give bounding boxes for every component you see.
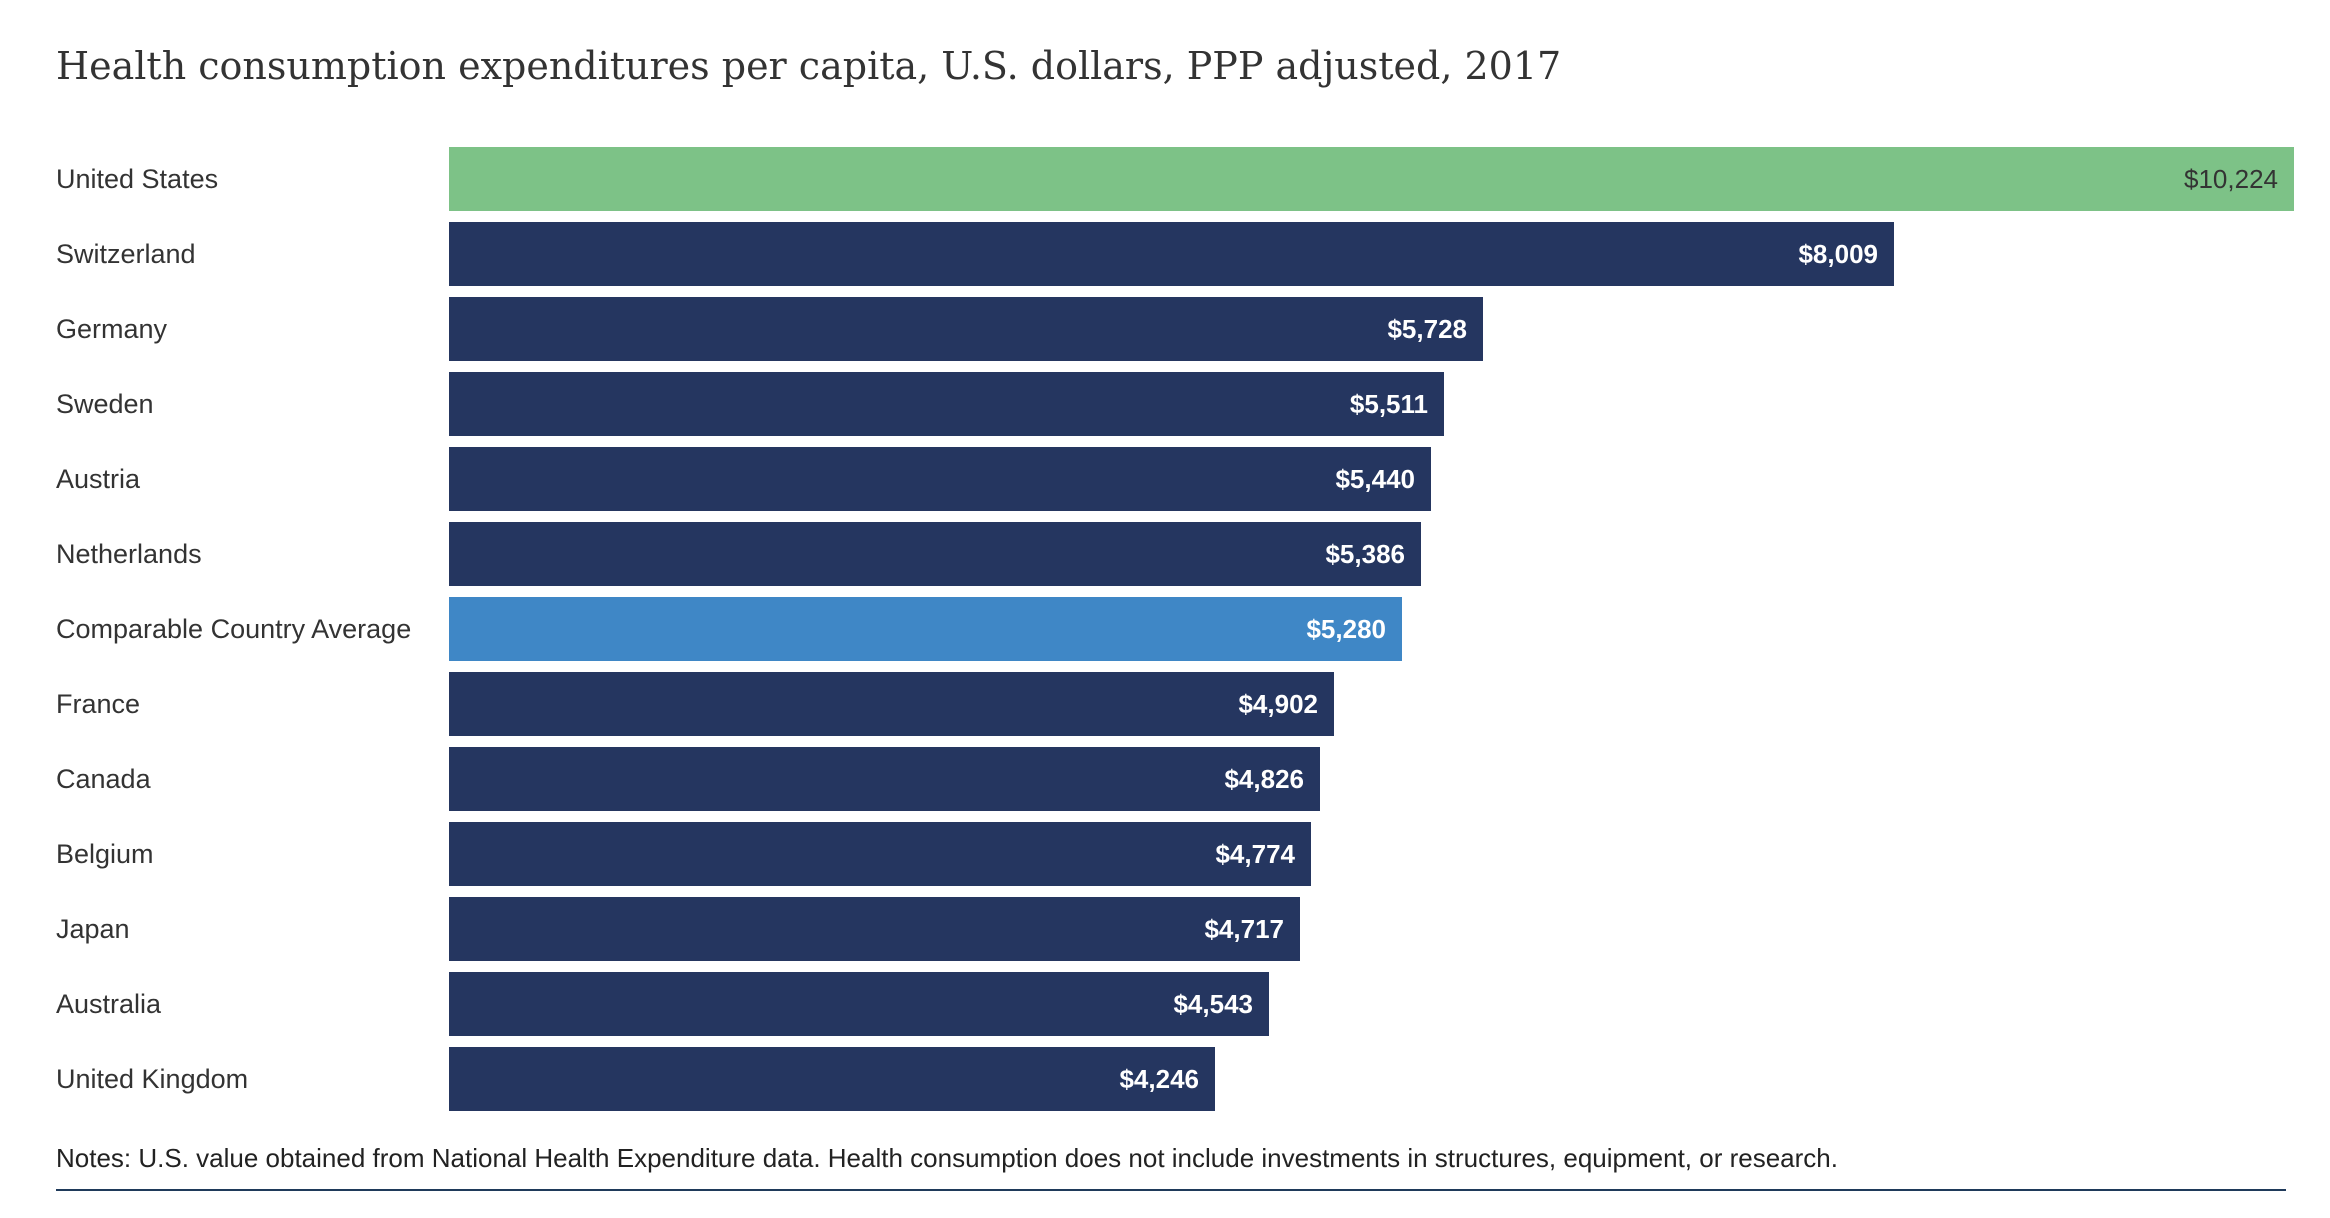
category-label: Comparable Country Average xyxy=(56,614,411,644)
value-label: $4,902 xyxy=(1238,689,1318,719)
value-label: $4,543 xyxy=(1173,989,1253,1019)
value-label: $8,009 xyxy=(1798,239,1878,269)
bar xyxy=(449,447,1431,511)
bar xyxy=(449,297,1483,361)
bar xyxy=(449,147,2294,211)
bar-chart: United States $10,224 Switzerland $8,009 Ger… xyxy=(56,147,2294,1111)
bar xyxy=(449,597,1402,661)
value-label: $5,280 xyxy=(1306,614,1386,644)
category-label: Switzerland xyxy=(56,239,196,269)
value-label: $4,246 xyxy=(1119,1064,1199,1094)
category-label: Australia xyxy=(56,989,162,1019)
chart-title: Health consumption expenditures per capi… xyxy=(56,44,1562,88)
bar xyxy=(449,672,1334,736)
bar xyxy=(449,747,1320,811)
category-label: Belgium xyxy=(56,839,154,869)
category-label: Canada xyxy=(56,764,152,794)
category-label: United Kingdom xyxy=(56,1064,248,1094)
category-label: Germany xyxy=(56,314,168,344)
bar xyxy=(449,372,1444,436)
value-label: $5,386 xyxy=(1325,539,1405,569)
value-label: $4,826 xyxy=(1224,764,1304,794)
value-label: $10,224 xyxy=(2184,164,2278,194)
bar xyxy=(449,1047,1215,1111)
bar xyxy=(449,822,1311,886)
value-label: $5,511 xyxy=(1350,389,1428,419)
bar xyxy=(449,522,1421,586)
value-label: $4,717 xyxy=(1204,914,1284,944)
category-label: United States xyxy=(56,164,218,194)
category-label: Netherlands xyxy=(56,539,202,569)
category-label: Japan xyxy=(56,914,130,944)
bar xyxy=(449,897,1300,961)
category-label: Austria xyxy=(56,464,141,494)
bar xyxy=(449,972,1269,1036)
value-label: $4,774 xyxy=(1215,839,1295,869)
chart-notes: Notes: U.S. value obtained from National… xyxy=(56,1143,1838,1173)
value-label: $5,440 xyxy=(1335,464,1415,494)
category-label: Sweden xyxy=(56,389,154,419)
category-label: France xyxy=(56,689,140,719)
value-label: $5,728 xyxy=(1387,314,1467,344)
bar xyxy=(449,222,1894,286)
bottom-rule xyxy=(56,1189,2286,1191)
